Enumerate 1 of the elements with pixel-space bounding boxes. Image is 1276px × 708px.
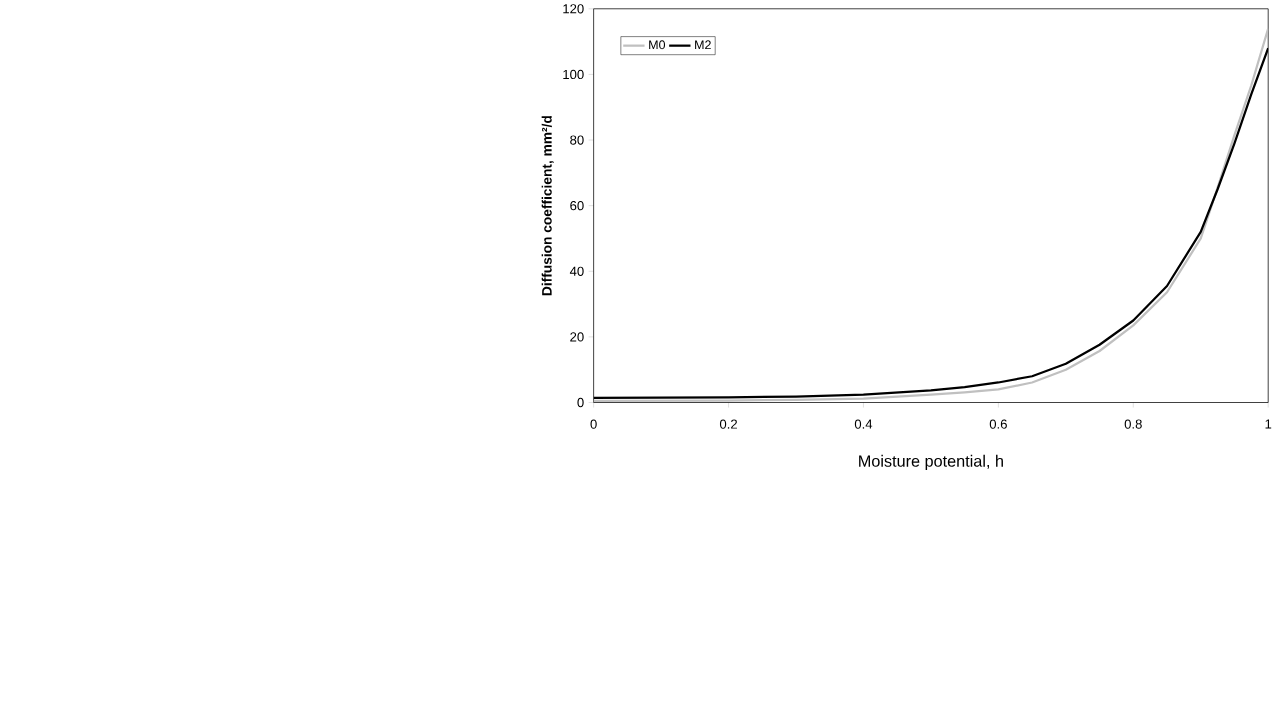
x-axis-title: Moisture potential, h (859, 455, 1003, 471)
